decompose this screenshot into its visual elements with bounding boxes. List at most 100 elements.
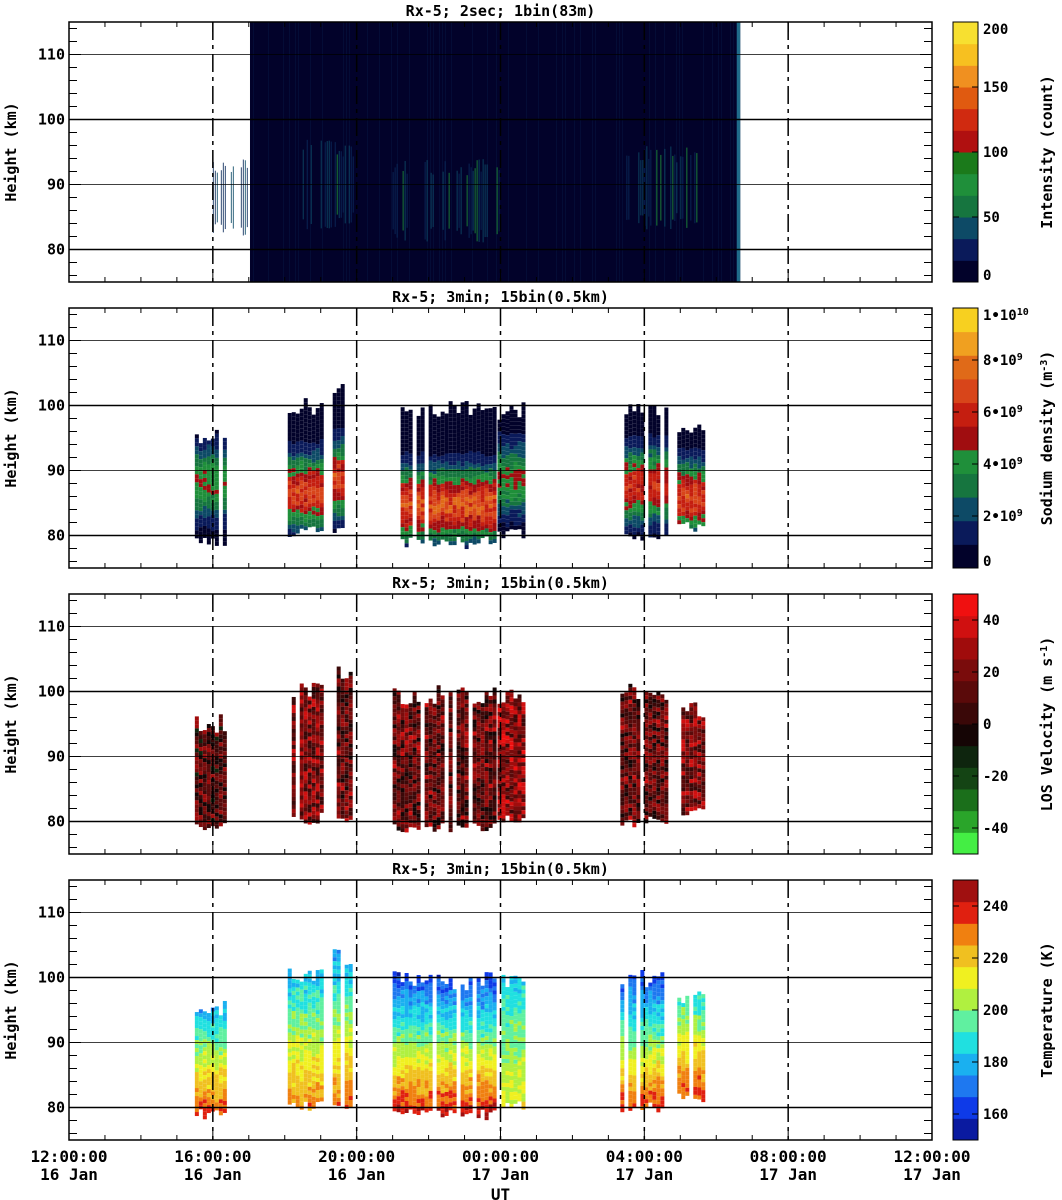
- intensity-streak: [470, 167, 472, 235]
- y-tick-label: 100: [38, 683, 65, 701]
- colorbar-swatch: [953, 767, 978, 790]
- observation-block: [497, 689, 526, 823]
- y-tick-label: 90: [47, 176, 65, 194]
- intensity-streak: [466, 175, 468, 227]
- y-axis-label: Height (km): [2, 388, 20, 487]
- intensity-streak: [496, 167, 498, 235]
- colorbar-swatch: [953, 1096, 978, 1119]
- x-axis-label: UT: [491, 1185, 510, 1200]
- intensity-streak: [474, 168, 476, 234]
- colorbar-swatch: [953, 1053, 978, 1076]
- intensity-streak: [670, 146, 672, 229]
- intensity-streak: [682, 156, 684, 219]
- colorbar-swatch: [953, 1118, 978, 1141]
- intensity-streak: [472, 170, 474, 231]
- x-tick-time: 16:00:00: [174, 1147, 251, 1166]
- panel-1: Rx-5; 2sec; 1bin(83m) 80 90 100 110 Height (k…: [2, 2, 979, 283]
- colorbar-tick-label: 20: [983, 665, 1000, 681]
- colorbar-swatch: [953, 402, 978, 427]
- intensity-streak: [456, 170, 458, 231]
- colorbar-swatch: [953, 789, 978, 812]
- panel-4: Rx-5; 3min; 15bin(0.5km) 80 90 100 110 Height…: [2, 860, 979, 1141]
- x-tick-time: 12:00:00: [893, 1147, 970, 1166]
- colorbar-label: Intensity (count): [1038, 75, 1056, 229]
- observation-block: [677, 991, 706, 1103]
- colorbar-swatch: [953, 331, 978, 356]
- intensity-streak: [460, 167, 462, 235]
- intensity-streak: [486, 164, 488, 238]
- observation-block: [620, 969, 665, 1113]
- y-tick-label: 80: [47, 1099, 65, 1117]
- intensity-streak: [680, 156, 682, 220]
- intensity-streak: [686, 147, 688, 228]
- colorbar-tick-label: 180: [983, 1055, 1008, 1071]
- colorbar-swatch: [953, 594, 978, 617]
- colorbar-swatch: [953, 217, 978, 240]
- colorbar-swatch: [953, 880, 978, 903]
- intensity-streak: [222, 162, 224, 233]
- x-tick-time: 08:00:00: [750, 1147, 827, 1166]
- observation-block: [332, 949, 353, 1109]
- intensity-streak: [646, 146, 648, 230]
- observation-block: [332, 384, 345, 533]
- colorbar-swatch: [953, 520, 978, 545]
- colorbar-label: Sodium density (m-3): [1038, 351, 1056, 526]
- colorbar-swatch: [953, 1075, 978, 1098]
- colorbar-tick-label: 50: [983, 210, 1000, 226]
- colorbar-swatch: [953, 1031, 978, 1054]
- y-tick-label: 90: [47, 748, 65, 766]
- observation-block: [194, 429, 227, 546]
- colorbar-tick-label: 200: [983, 22, 1008, 38]
- x-tick-time: 00:00:00: [462, 1147, 539, 1166]
- intensity-streak: [224, 165, 226, 230]
- panel-title: Rx-5; 3min; 15bin(0.5km): [392, 860, 609, 878]
- colorbar-tick-label: 1•1010: [983, 307, 1029, 325]
- intensity-streak: [214, 170, 216, 225]
- colorbar-swatch: [953, 108, 978, 131]
- intensity-streak: [690, 154, 692, 221]
- colorbar-swatch: [953, 426, 978, 451]
- colorbar-swatch: [953, 923, 978, 946]
- intensity-streak: [498, 170, 500, 232]
- observation-block: [287, 968, 324, 1111]
- colorbar-tick-label: 240: [983, 899, 1008, 915]
- colorbar-tick-label: 100: [983, 145, 1008, 161]
- intensity-streak: [664, 148, 666, 227]
- intensity-streak: [216, 172, 218, 223]
- y-tick-label: 110: [38, 332, 65, 350]
- intensity-streak: [468, 163, 470, 238]
- panel-data: [194, 384, 706, 550]
- intensity-streak: [478, 159, 480, 242]
- panel-title: Rx-5; 2sec; 1bin(83m): [406, 2, 596, 20]
- intensity-background: [249, 22, 741, 282]
- x-tick-time: 12:00:00: [30, 1147, 107, 1166]
- colorbar-swatch: [953, 449, 978, 474]
- x-tick-date: 17 Jan: [472, 1165, 530, 1184]
- observation-block: [400, 401, 497, 550]
- intensity-streak: [242, 159, 244, 236]
- colorbar-swatch: [953, 497, 978, 522]
- colorbar-swatch: [953, 1010, 978, 1033]
- intensity-streak: [694, 152, 696, 224]
- intensity-streak: [220, 170, 222, 225]
- colorbar-swatch: [953, 130, 978, 153]
- intensity-streak: [432, 174, 434, 228]
- colorbar-tick-label: 200: [983, 1003, 1008, 1019]
- y-tick-label: 100: [38, 397, 65, 415]
- intensity-streak: [648, 158, 650, 217]
- intensity-streak: [476, 160, 478, 242]
- y-axis-label: Height (km): [2, 102, 20, 201]
- y-tick-label: 80: [47, 241, 65, 259]
- x-tick-date: 17 Jan: [903, 1165, 961, 1184]
- intensity-streak: [244, 160, 246, 235]
- colorbar-swatch: [953, 173, 978, 196]
- colorbar-swatch: [953, 238, 978, 261]
- panel-3: Rx-5; 3min; 15bin(0.5km) 80 90 100 110 Height…: [2, 574, 979, 855]
- colorbar-tick-label: 6•109: [983, 404, 1023, 422]
- colorbar: [952, 593, 979, 855]
- intensity-streak: [448, 172, 450, 229]
- observation-block: [287, 398, 324, 537]
- y-tick-label: 110: [38, 618, 65, 636]
- x-tick-date: 16 Jan: [40, 1165, 98, 1184]
- colorbar-swatch: [953, 355, 978, 380]
